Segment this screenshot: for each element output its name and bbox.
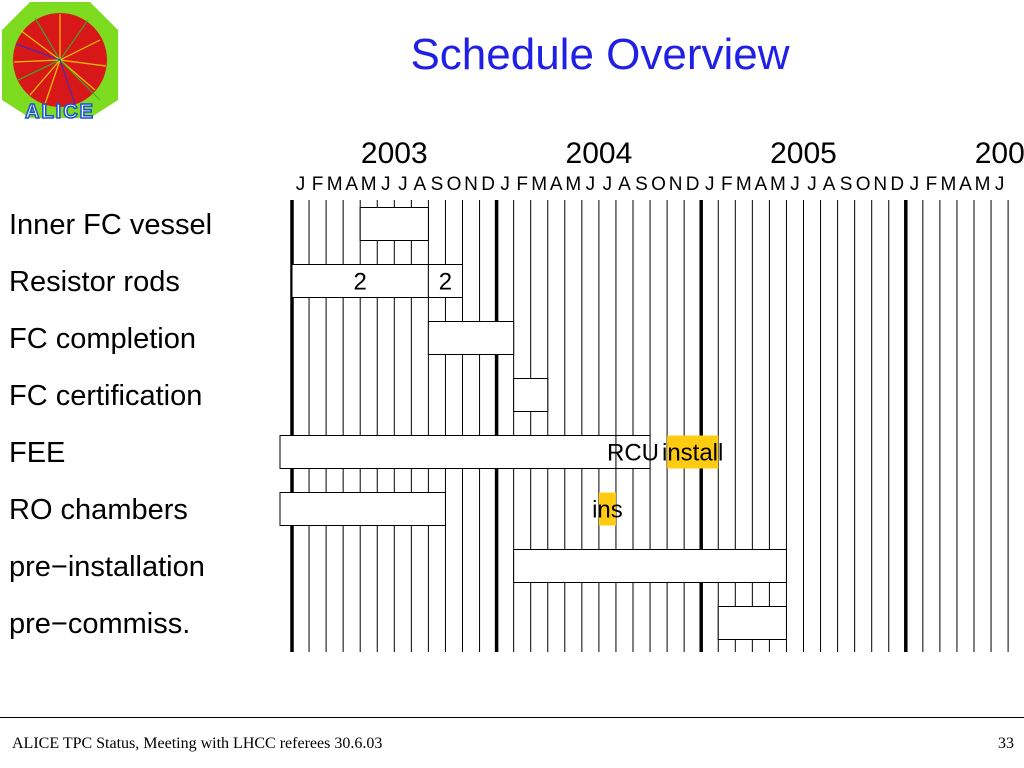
task-bar <box>717 606 787 640</box>
bar-label: ins <box>592 497 623 524</box>
highlight-bar <box>598 492 616 526</box>
bar-label: install <box>662 440 723 467</box>
month-label: D <box>890 174 904 195</box>
task-label: pre−commiss. <box>9 608 190 640</box>
month-label: N <box>464 174 478 195</box>
month-label: S <box>635 174 648 195</box>
bar-label: 2 <box>354 269 367 296</box>
month-label: A <box>414 174 427 195</box>
alice-logo: ALICE <box>0 0 120 124</box>
month-label: A <box>550 174 563 195</box>
month-label: M <box>361 174 377 195</box>
month-label: A <box>755 174 768 195</box>
task-bar <box>279 492 446 526</box>
month-label: J <box>995 174 1005 195</box>
task-bar <box>513 549 787 583</box>
task-bar <box>291 264 429 298</box>
month-label: D <box>481 174 495 195</box>
month-label: J <box>790 174 800 195</box>
bar-label: RCU <box>607 440 659 467</box>
task-label: Inner FC vessel <box>9 209 212 241</box>
task-label: pre−installation <box>9 551 205 583</box>
year-label: 2003 <box>361 137 428 170</box>
year-label: 2005 <box>770 137 837 170</box>
month-label: M <box>736 174 752 195</box>
month-label: F <box>721 174 733 195</box>
month-label: J <box>603 174 613 195</box>
month-label: S <box>431 174 444 195</box>
task-label: FEE <box>9 437 65 469</box>
month-label: M <box>975 174 991 195</box>
footer-rule <box>0 717 1024 718</box>
month-label: A <box>959 174 972 195</box>
month-label: F <box>926 174 938 195</box>
month-label: M <box>770 174 786 195</box>
year-label: 2006 <box>975 137 1024 170</box>
year-label: 2004 <box>566 137 633 170</box>
month-label: A <box>823 174 836 195</box>
logo-text: ALICE <box>25 101 95 122</box>
month-label: J <box>807 174 817 195</box>
month-label: A <box>345 174 358 195</box>
month-label: A <box>618 174 631 195</box>
month-label: J <box>705 174 715 195</box>
task-bar <box>279 435 617 469</box>
month-label: M <box>941 174 957 195</box>
month-label: N <box>873 174 887 195</box>
task-bar <box>359 207 429 241</box>
task-labels: Inner FC vessel Resistor rods FC completio… <box>9 209 212 640</box>
gantt-chart: 2003200420052006 JFMAMJJASONDJFMAMJJASON… <box>9 137 1024 652</box>
month-label: J <box>381 174 391 195</box>
task-bar <box>615 435 651 469</box>
month-label: O <box>856 174 871 195</box>
task-label: FC certification <box>9 380 202 412</box>
month-label: M <box>531 174 547 195</box>
highlight-bar <box>667 435 719 469</box>
task-bar <box>427 264 463 298</box>
month-label: D <box>686 174 700 195</box>
bar-label: 2 <box>439 269 452 296</box>
year-labels: 2003 2004 2005 2006 <box>361 137 1024 170</box>
footer-text: ALICE TPC Status, Meeting with LHCC refe… <box>12 735 383 752</box>
task-bars: 2 2 RCU install ins <box>279 207 787 640</box>
month-label: M <box>565 174 581 195</box>
task-bar <box>513 378 549 412</box>
task-bar <box>427 321 515 355</box>
month-label: F <box>516 174 528 195</box>
month-label: O <box>651 174 666 195</box>
page-number: 33 <box>998 735 1014 752</box>
month-label: N <box>669 174 683 195</box>
month-label: M <box>327 174 343 195</box>
month-label: J <box>586 174 596 195</box>
month-label: S <box>840 174 853 195</box>
month-label: J <box>500 174 510 195</box>
task-label: Resistor rods <box>9 266 180 298</box>
month-label: J <box>296 174 306 195</box>
task-label: FC completion <box>9 323 196 355</box>
month-label: F <box>312 174 324 195</box>
month-label: J <box>398 174 408 195</box>
task-label: RO chambers <box>9 494 188 526</box>
month-label: O <box>447 174 462 195</box>
month-label: J <box>910 174 920 195</box>
slide-title: Schedule Overview <box>410 30 790 79</box>
